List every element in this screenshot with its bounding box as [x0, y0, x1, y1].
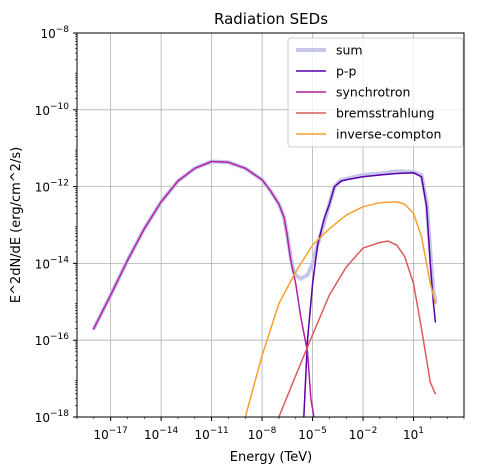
- legend-label-sum: sum: [336, 43, 363, 58]
- series-layer: [91, 159, 438, 417]
- x-axis-title: Energy (TeV): [230, 450, 312, 465]
- x-tick-label: 101: [403, 426, 424, 442]
- legend-label-p-p: p-p: [336, 64, 356, 79]
- x-tick-label: 10−11: [194, 426, 228, 442]
- legend-label-synchrotron: synchrotron: [336, 85, 410, 100]
- series-line-p-p: [303, 171, 437, 417]
- y-axis-title: E^2dN/dE (erg/cm^2/s): [9, 147, 24, 303]
- legend-label-bremsstrahlung: bremsstrahlung: [336, 106, 435, 121]
- y-tick-label: 10−8: [40, 25, 69, 41]
- legend-label-inverse-compton: inverse-compton: [336, 127, 441, 142]
- legend: sum p-p synchrotron bremsstrahlung inverse-c…: [287, 37, 464, 148]
- x-tick-label: 10−14: [144, 426, 179, 442]
- y-tick-label: 10−12: [35, 179, 69, 195]
- legend-box: [287, 37, 464, 148]
- chart-title: Radiation SEDs: [214, 10, 328, 28]
- y-tick-label: 10−14: [35, 255, 70, 271]
- series-line-inverse-compton: [244, 201, 437, 417]
- series-line-synchrotron: [93, 160, 315, 417]
- series-line-bremsstrahlung: [278, 240, 437, 417]
- y-tick-label: 10−10: [35, 102, 70, 118]
- y-tick-label: 10−16: [35, 332, 70, 348]
- x-tick-label: 10−5: [298, 426, 327, 442]
- x-tick-label: 10−8: [248, 426, 277, 442]
- x-tick-label: 10−17: [94, 426, 128, 442]
- plot-frame: [76, 32, 465, 418]
- y-tick-label: 10−18: [35, 409, 70, 425]
- plot-area: [91, 159, 438, 417]
- y-ticks: 10−18 10−16 10−14 10−12 10−10 10−8: [35, 25, 77, 425]
- x-tick-label: 10−2: [349, 426, 378, 442]
- x-ticks: 10−17 10−14 10−11 10−8 10−5 10−2 101: [76, 417, 465, 442]
